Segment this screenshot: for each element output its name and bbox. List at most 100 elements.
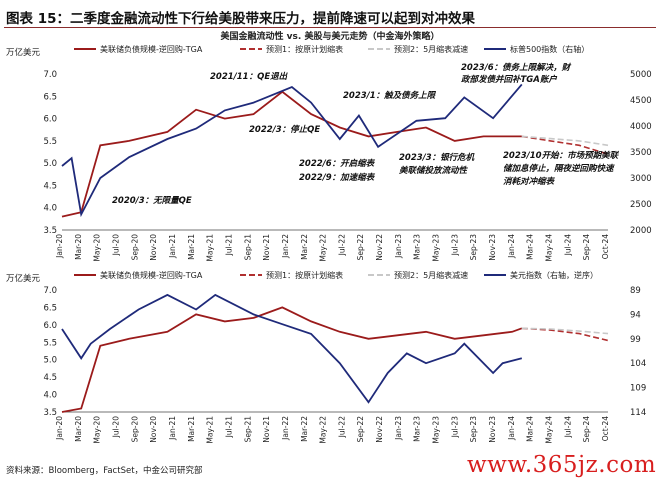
figure-title: 图表 15：二季度金融流动性下行给美股带来压力，提前降速可以起到对冲效果 bbox=[6, 11, 475, 27]
x-tick-label: Sep-23 bbox=[469, 416, 478, 443]
x-tick-label: Nov-23 bbox=[488, 416, 497, 443]
x-tick-label: Sep-22 bbox=[356, 416, 365, 443]
y-tick-label: 5.5 bbox=[43, 338, 57, 348]
annotation: 美联储投放流动性 bbox=[399, 165, 469, 176]
x-tick-label: Mar-20 bbox=[74, 234, 83, 260]
y2-tick-label: 2000 bbox=[630, 226, 652, 236]
x-tick-label: Sep-20 bbox=[130, 234, 139, 261]
x-tick-label: Mar-24 bbox=[526, 234, 535, 260]
y-tick-label: 6.5 bbox=[43, 92, 57, 102]
series-line-3 bbox=[61, 293, 523, 404]
chart-title: 美国金融流动性 vs. 美股与美元走势（中金海外策略） bbox=[221, 30, 440, 42]
series-line-0 bbox=[61, 306, 523, 413]
annotation: 2022/3：停止QE bbox=[249, 124, 320, 135]
x-tick-label: Mar-23 bbox=[413, 416, 422, 442]
annotation: 储加息停止，隔夜逆回购快速 bbox=[503, 163, 615, 174]
x-tick-label: Mar-24 bbox=[526, 416, 535, 442]
x-tick-label: Sep-24 bbox=[582, 416, 591, 443]
x-tick-label: Sep-24 bbox=[582, 234, 591, 261]
legend-label: 美元指数（右轴，逆序） bbox=[510, 270, 598, 280]
y-axis-label: 万亿美元 bbox=[6, 273, 41, 284]
x-tick-label: May-24 bbox=[545, 234, 554, 262]
series-line-2 bbox=[521, 135, 609, 147]
title-rule bbox=[4, 27, 656, 28]
x-tick-label: Nov-23 bbox=[488, 234, 497, 261]
x-tick-label: Oct-24 bbox=[601, 416, 610, 441]
x-tick-label: Sep-21 bbox=[243, 416, 252, 443]
x-tick-label: Mar-21 bbox=[187, 234, 196, 260]
x-tick-label: Nov-20 bbox=[149, 234, 158, 261]
x-tick-label: May-22 bbox=[319, 234, 328, 262]
x-tick-label: May-21 bbox=[206, 416, 215, 444]
legend-label: 美联储负债规模-逆回购-TGA bbox=[100, 44, 203, 54]
x-tick-label: May-23 bbox=[432, 416, 441, 444]
legend-label: 预测2：5月缩表减速 bbox=[394, 270, 468, 280]
y-tick-label: 5.0 bbox=[43, 356, 57, 366]
x-tick-label: Oct-24 bbox=[601, 234, 610, 259]
y-tick-label: 7.0 bbox=[43, 286, 57, 296]
annotation: 2023/1：触及债务上限 bbox=[343, 90, 437, 101]
x-tick-label: Jan-22 bbox=[281, 234, 290, 259]
x-tick-label: May-23 bbox=[432, 234, 441, 262]
y2-tick-label: 3000 bbox=[630, 174, 652, 184]
x-tick-label: Jan-20 bbox=[55, 234, 64, 259]
y2-tick-label: 114 bbox=[630, 408, 646, 418]
annotation: 2023/10开始：市场预期美联 bbox=[503, 150, 620, 161]
x-tick-label: Mar-22 bbox=[300, 416, 309, 442]
y2-tick-label: 5000 bbox=[630, 70, 652, 80]
legend-label: 标普500指数（右轴） bbox=[510, 44, 589, 54]
x-tick-label: Jul-24 bbox=[563, 416, 572, 439]
series-line-0 bbox=[61, 90, 522, 218]
annotation: 消耗对冲缩表 bbox=[503, 176, 556, 187]
x-tick-label: Jan-21 bbox=[168, 234, 177, 259]
legend-label: 美联储负债规模-逆回购-TGA bbox=[100, 270, 203, 280]
series-line-3 bbox=[61, 83, 523, 218]
y-axis-label: 万亿美元 bbox=[6, 47, 41, 58]
y-tick-label: 4.0 bbox=[43, 204, 57, 214]
annotation: 政部发债并回补TGA账户 bbox=[461, 74, 557, 85]
x-tick-label: May-22 bbox=[319, 416, 328, 444]
y-tick-label: 4.5 bbox=[43, 181, 57, 191]
x-tick-label: Nov-21 bbox=[262, 416, 271, 443]
series-line-1 bbox=[521, 327, 609, 342]
y2-tick-label: 104 bbox=[630, 359, 646, 369]
x-tick-label: Sep-21 bbox=[243, 234, 252, 261]
x-tick-label: Jul-24 bbox=[563, 234, 572, 257]
annotation: 2023/6：债务上限解决，财 bbox=[461, 62, 572, 73]
watermark: www.365jz.com bbox=[467, 452, 657, 478]
x-tick-label: Jan-24 bbox=[507, 416, 516, 441]
annotation: 2022/9：加速缩表 bbox=[299, 172, 376, 183]
y2-tick-label: 4500 bbox=[630, 96, 652, 106]
x-tick-label: Jan-24 bbox=[507, 234, 516, 259]
x-tick-label: Sep-20 bbox=[130, 416, 139, 443]
x-tick-label: May-20 bbox=[93, 416, 102, 444]
y-tick-label: 7.0 bbox=[43, 70, 57, 80]
x-tick-label: Jul-23 bbox=[450, 416, 459, 439]
x-tick-label: May-24 bbox=[545, 416, 554, 444]
annotation: 2023/3：银行危机 bbox=[399, 152, 475, 163]
x-tick-label: Mar-22 bbox=[300, 234, 309, 260]
y-tick-label: 5.5 bbox=[43, 137, 57, 147]
x-tick-label: Jan-23 bbox=[394, 416, 403, 441]
series-line-1 bbox=[521, 135, 609, 155]
annotation: 2022/6：开启缩表 bbox=[299, 158, 376, 169]
x-tick-label: Jan-20 bbox=[55, 416, 64, 441]
y2-tick-label: 3500 bbox=[630, 148, 652, 158]
x-tick-label: Jul-22 bbox=[337, 416, 346, 439]
annotation: 2020/3：无限量QE bbox=[112, 195, 192, 206]
x-tick-label: Jul-21 bbox=[224, 416, 233, 439]
y-tick-label: 6.0 bbox=[43, 321, 57, 331]
annotation: 2021/11：QE退出 bbox=[210, 71, 289, 82]
x-tick-label: Sep-22 bbox=[356, 234, 365, 261]
x-tick-label: Mar-21 bbox=[187, 416, 196, 442]
x-tick-label: Jul-21 bbox=[224, 234, 233, 257]
x-tick-label: Nov-21 bbox=[262, 234, 271, 261]
y2-tick-label: 94 bbox=[630, 310, 641, 320]
y2-tick-label: 2500 bbox=[630, 200, 652, 210]
y-tick-label: 6.5 bbox=[43, 303, 57, 313]
x-tick-label: Nov-22 bbox=[375, 416, 384, 443]
y2-tick-label: 4000 bbox=[630, 122, 652, 132]
y-tick-label: 4.5 bbox=[43, 373, 57, 383]
y-tick-label: 3.5 bbox=[43, 408, 57, 418]
